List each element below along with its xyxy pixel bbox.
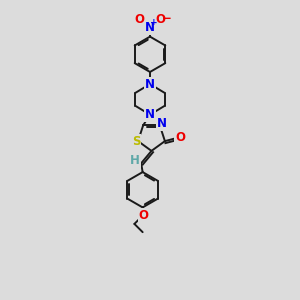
Text: +: + [150, 18, 158, 27]
Text: O: O [139, 209, 148, 222]
Text: N: N [145, 21, 155, 34]
Text: −: − [161, 12, 171, 25]
Text: N: N [145, 108, 155, 121]
Text: H: H [130, 154, 140, 167]
Text: S: S [132, 135, 140, 148]
Text: N: N [157, 117, 166, 130]
Text: O: O [135, 14, 145, 26]
Text: N: N [145, 77, 155, 91]
Text: O: O [155, 14, 165, 26]
Text: O: O [175, 131, 185, 144]
